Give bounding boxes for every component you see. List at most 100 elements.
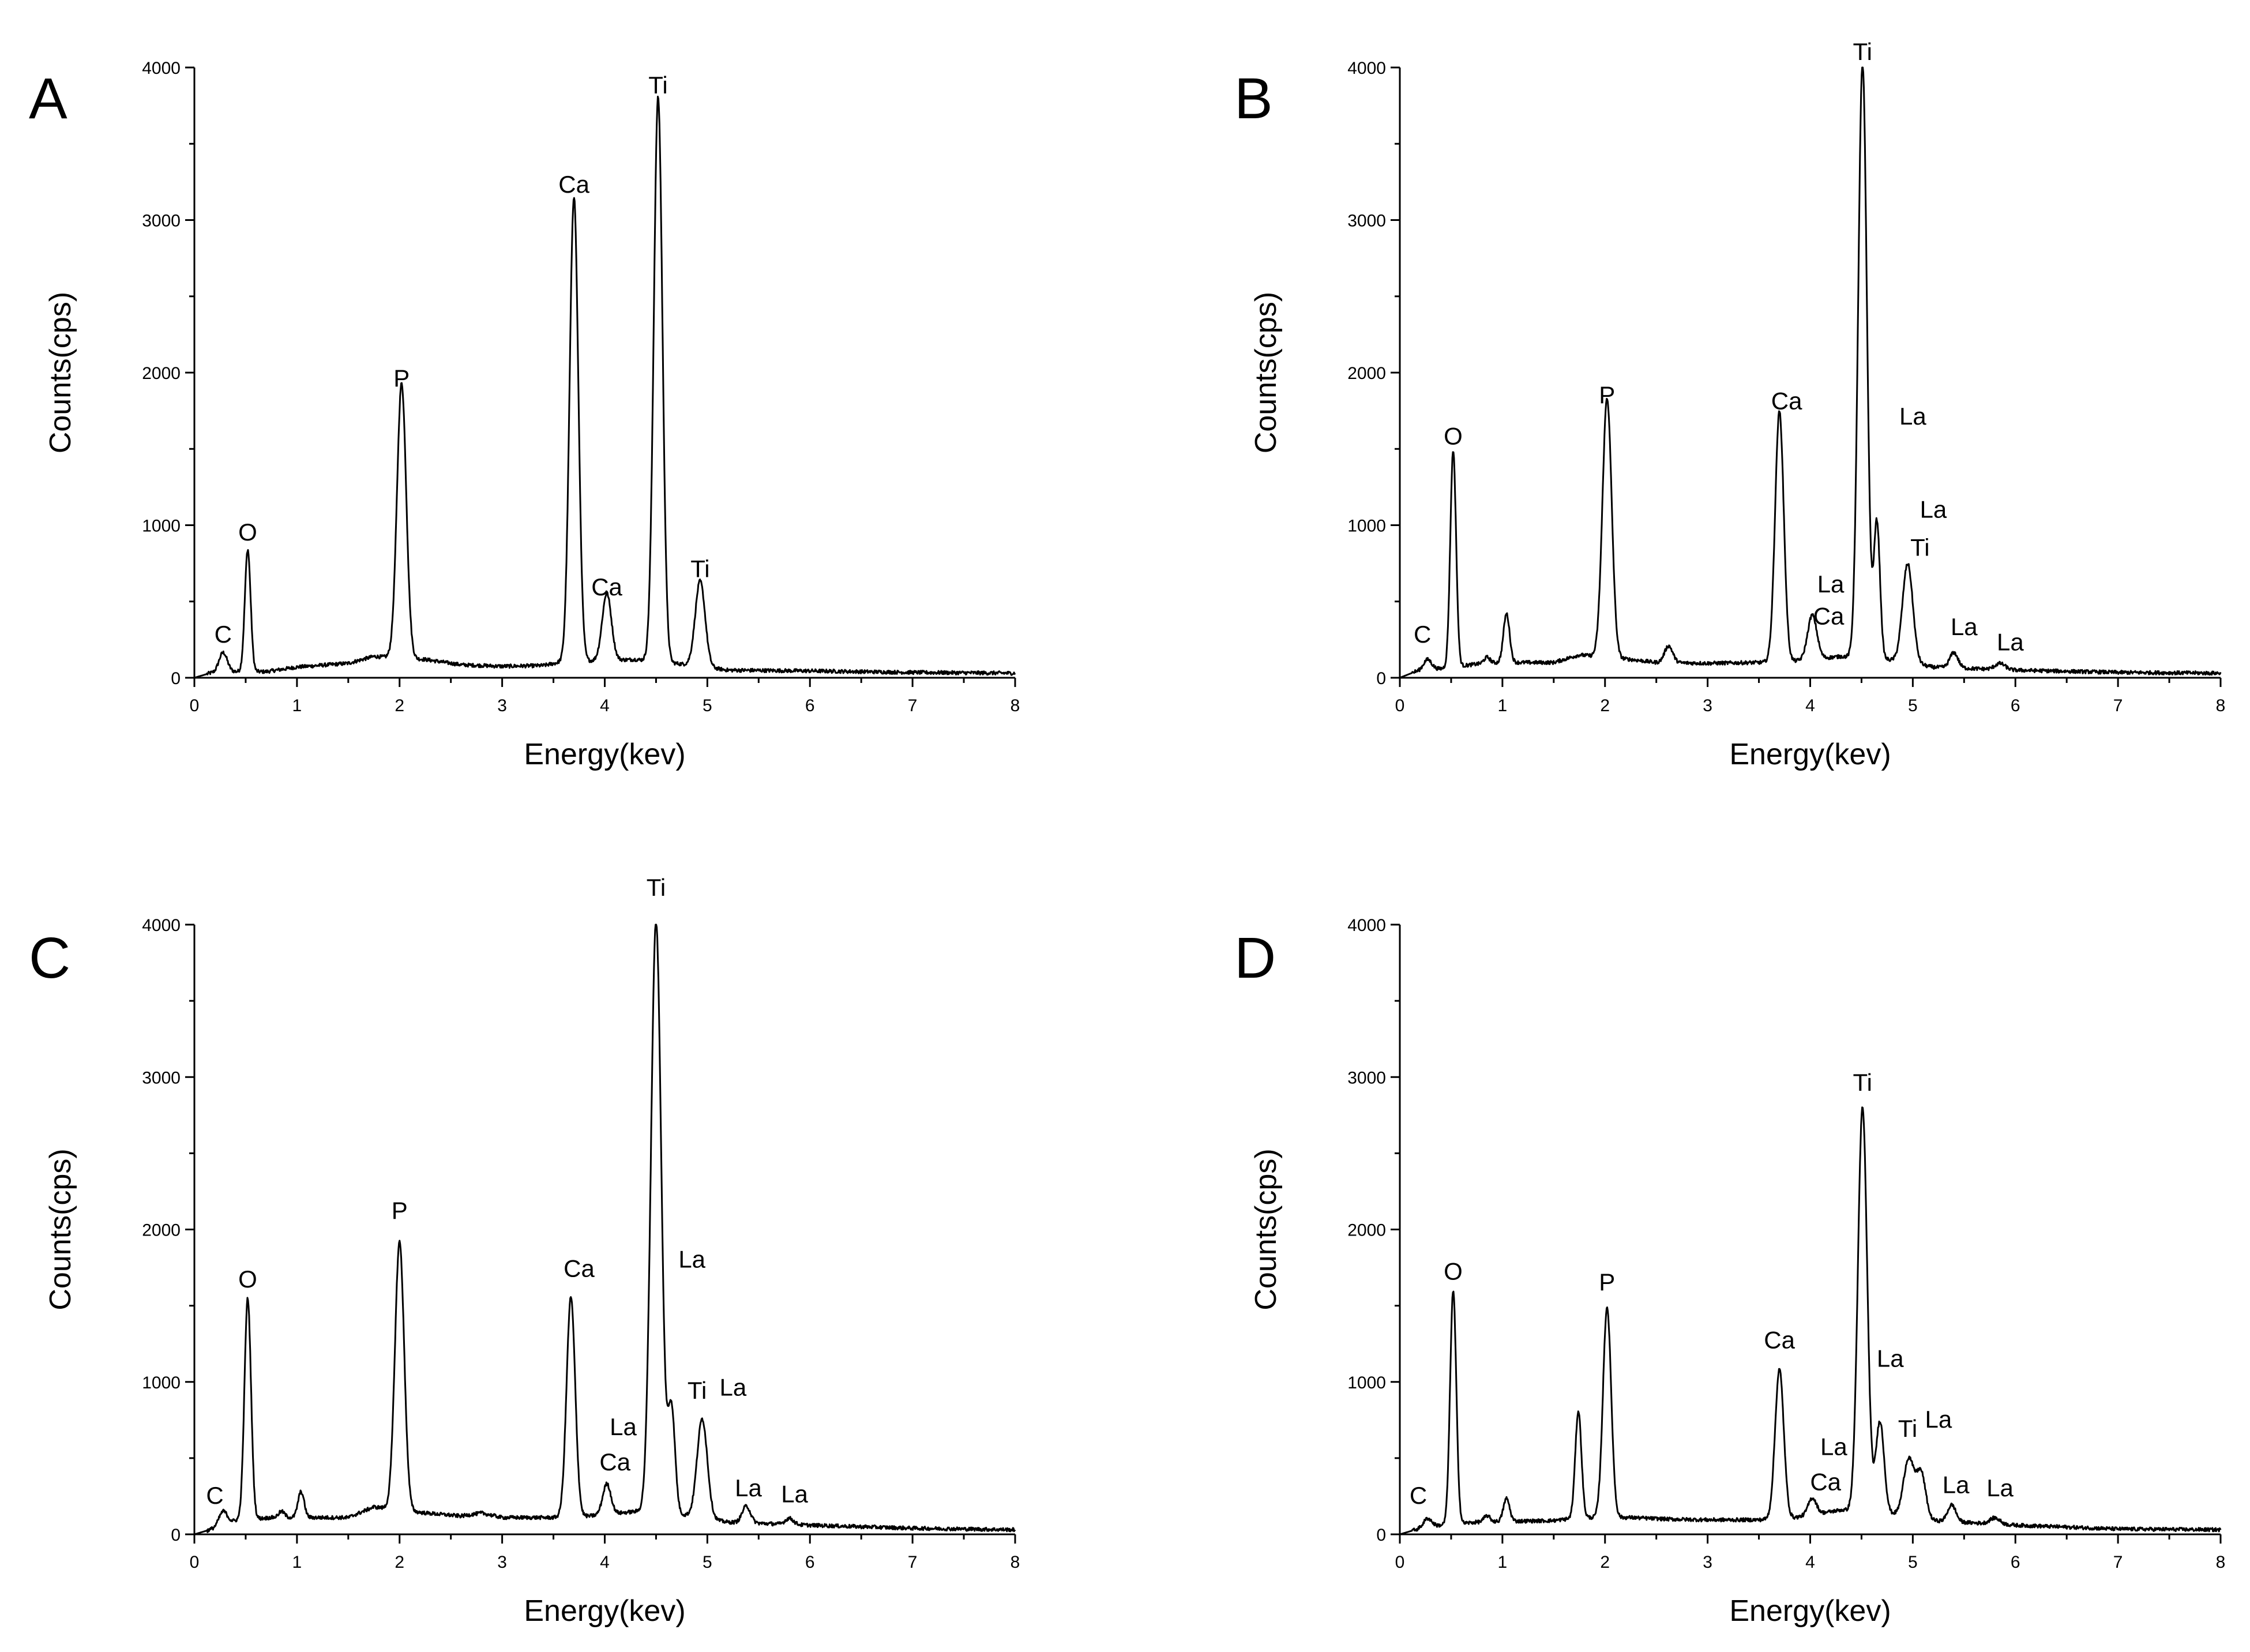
x-tick-label: 0 [190, 696, 200, 715]
x-tick-label: 5 [1908, 696, 1918, 715]
x-tick-label: 1 [292, 1553, 302, 1572]
peak-label: O [238, 519, 257, 546]
peak-label: Ca [599, 1448, 630, 1475]
peak-label: Ca [1771, 387, 1802, 414]
peak-label: Ca [591, 573, 622, 600]
panel-b: B 0 1 2 3 4 5 6 7 8 0 1000 2000 3000 4000 Energy(kev) Co… [1234, 38, 2225, 771]
peak-label: La [678, 1246, 705, 1273]
spectrum-line [194, 923, 1016, 1535]
x-tick-label: 5 [703, 696, 712, 715]
x-tick-label: 4 [600, 1553, 610, 1572]
peak-label: P [1599, 381, 1615, 408]
peak-label: La [1920, 495, 1947, 523]
x-tick-label: 3 [1703, 696, 1712, 715]
peak-label: Ti [648, 72, 667, 99]
x-tick-label: 4 [1805, 1553, 1815, 1572]
x-tick-label: 8 [1011, 1553, 1020, 1572]
x-axis-label: Energy(kev) [1729, 738, 1891, 771]
y-tick-label: 0 [171, 669, 181, 688]
x-tick-label: 2 [395, 1553, 404, 1572]
peak-label: La [1986, 1474, 2014, 1501]
y-tick-label: 4000 [142, 916, 181, 935]
peak-label: Ca [558, 171, 589, 198]
peak-label: Ca [1764, 1327, 1795, 1354]
x-tick-label: 2 [395, 696, 404, 715]
peak-label: C [1414, 621, 1431, 648]
peak-label: P [1599, 1268, 1615, 1296]
y-axis-label: Counts(cps) [1249, 292, 1283, 453]
x-tick-label: 6 [2011, 696, 2020, 715]
panel-letter: A [29, 66, 67, 131]
x-tick-label: 2 [1600, 1553, 1610, 1572]
x-tick-label: 2 [1600, 696, 1610, 715]
y-tick-label: 2000 [1347, 364, 1386, 383]
x-tick-label: 1 [1498, 696, 1508, 715]
peak-label: Ti [1898, 1415, 1917, 1442]
y-tick-label: 3000 [142, 1068, 181, 1087]
y-tick-label: 2000 [1347, 1221, 1386, 1240]
y-tick-label: 2000 [142, 1221, 181, 1240]
y-tick-label: 1000 [1347, 1373, 1386, 1392]
peak-label: La [1817, 570, 1845, 598]
x-axis-label: Energy(kev) [524, 738, 685, 771]
peak-label: Ca [564, 1255, 595, 1282]
peak-label: La [781, 1481, 808, 1508]
y-tick-label: 3000 [1347, 212, 1386, 231]
y-tick-label: 4000 [1347, 59, 1386, 78]
peak-label: Ti [688, 1377, 707, 1404]
x-tick-label: 3 [497, 1553, 507, 1572]
x-tick-label: 6 [805, 1553, 815, 1572]
y-axis-label: Counts(cps) [1249, 1148, 1283, 1310]
x-tick-label: 1 [292, 696, 302, 715]
peak-label: C [1410, 1482, 1427, 1509]
y-tick-label: 0 [1376, 669, 1386, 688]
y-tick-label: 3000 [142, 212, 181, 231]
x-tick-label: 4 [600, 696, 610, 715]
peak-label: Ti [690, 555, 709, 582]
y-tick-label: 2000 [142, 364, 181, 383]
x-tick-label: 6 [805, 696, 815, 715]
peak-label: C [215, 621, 232, 648]
peak-label: La [735, 1474, 762, 1501]
x-tick-label: 5 [1908, 1553, 1918, 1572]
panel-d: D 0 1 2 3 4 5 6 7 8 0 1000 2000 3000 4000 Energy(kev) Co… [1234, 916, 2225, 1628]
x-tick-label: 7 [908, 696, 918, 715]
x-tick-label: 3 [1703, 1553, 1712, 1572]
peak-label: Ti [1853, 1069, 1872, 1096]
panel-letter: B [1234, 66, 1273, 131]
peak-label: La [1925, 1406, 1952, 1433]
spectrum-line [194, 95, 1016, 679]
peak-label: C [206, 1482, 223, 1509]
y-tick-label: 4000 [1347, 916, 1386, 935]
x-tick-label: 4 [1805, 696, 1815, 715]
x-tick-label: 0 [190, 1553, 200, 1572]
peak-label: La [1877, 1345, 1904, 1372]
peak-label: Ti [647, 874, 666, 901]
x-tick-label: 0 [1395, 1553, 1405, 1572]
y-tick-label: 1000 [1347, 517, 1386, 536]
x-tick-label: 8 [1011, 696, 1020, 715]
peak-label: La [1820, 1433, 1847, 1460]
x-tick-label: 7 [2113, 1553, 2123, 1572]
y-tick-label: 1000 [142, 517, 181, 536]
x-tick-label: 5 [703, 1553, 712, 1572]
x-tick-label: 7 [2113, 696, 2123, 715]
y-tick-label: 0 [171, 1526, 181, 1545]
peak-label: La [1899, 403, 1926, 430]
y-tick-label: 3000 [1347, 1068, 1386, 1087]
panel-letter: D [1234, 926, 1276, 990]
peak-label: La [1943, 1471, 1970, 1499]
y-axis-label: Counts(cps) [44, 292, 77, 453]
peak-label: Ca [1810, 1468, 1841, 1495]
y-tick-label: 0 [1376, 1526, 1386, 1545]
peak-label: Ti [1910, 534, 1929, 561]
peak-label: La [1997, 628, 2024, 655]
spectrum-line [1399, 66, 2222, 679]
x-axis-label: Energy(kev) [524, 1594, 685, 1628]
x-tick-label: 1 [1498, 1553, 1508, 1572]
spectrum-line [1399, 1106, 2222, 1535]
peak-label: P [392, 1197, 408, 1224]
x-tick-label: 0 [1395, 696, 1405, 715]
